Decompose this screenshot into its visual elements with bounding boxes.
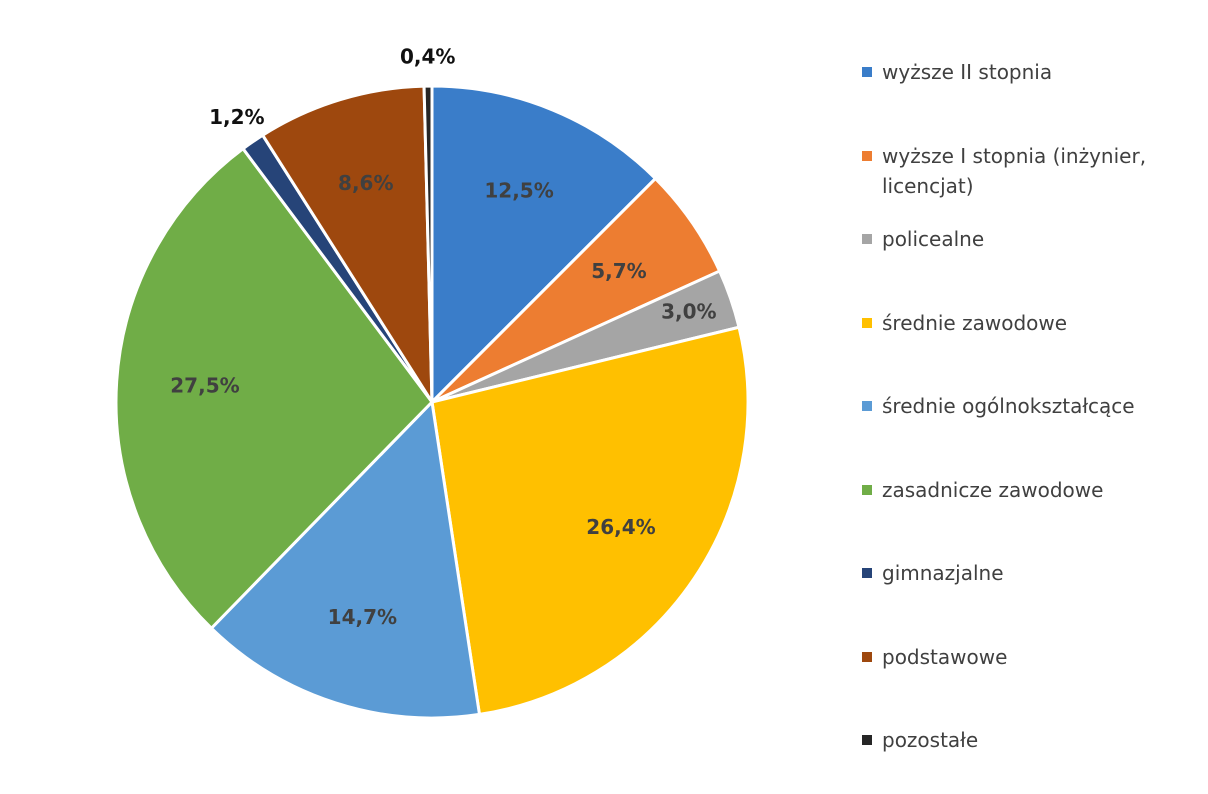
- legend-item: wyższe I stopnia (inżynier, licencjat): [862, 141, 1192, 201]
- legend-item: zasadnicze zawodowe: [862, 475, 1192, 505]
- legend-swatch: [862, 150, 872, 161]
- legend-label: zasadnicze zawodowe: [882, 477, 1104, 502]
- pie-slice: [430, 84, 658, 406]
- pie-slice: [209, 398, 482, 720]
- data-label: 3,0%: [661, 300, 716, 324]
- legend-swatch: [862, 234, 872, 244]
- legend-swatch: [862, 484, 872, 495]
- data-label: 14,7%: [328, 605, 397, 629]
- legend-item: wyższe II stopnia: [862, 57, 1192, 87]
- legend-swatch: [862, 67, 872, 77]
- chart: 12,5% 5,7% 3,0% 26,4% 14,7% 27,5% 1,2% 8,6% 0,4%: [114, 45, 750, 720]
- legend-item: podstawowe: [862, 642, 1192, 672]
- legend-swatch: [862, 651, 872, 662]
- legend-item: policealne: [862, 224, 1192, 254]
- data-label: 26,4%: [586, 515, 655, 539]
- legend-item: gimnazjalne: [862, 558, 1192, 588]
- legend-label: średnie ogólnokształcące: [882, 394, 1135, 418]
- legend-label: gimnazjalne: [882, 561, 1004, 585]
- pie-slice: [430, 325, 750, 717]
- data-label: 27,5%: [170, 374, 239, 398]
- data-label: 12,5%: [484, 178, 553, 202]
- legend-label: wyższe II stopnia: [882, 60, 1053, 84]
- legend-label: wyższe I stopnia (inżynier, licencjat): [882, 143, 1147, 198]
- legend-label: pozostałe: [882, 728, 979, 752]
- legend-item: średnie zawodowe: [862, 308, 1192, 338]
- legend-swatch: [862, 568, 872, 578]
- data-label: 5,7%: [591, 259, 646, 283]
- legend-label: podstawowe: [882, 644, 1008, 669]
- data-label: 0,4%: [400, 45, 455, 69]
- legend-swatch: [862, 735, 872, 745]
- legend-item: pozostałe: [862, 725, 1192, 755]
- legend-swatch: [862, 401, 872, 411]
- data-label: 8,6%: [338, 171, 393, 195]
- pie-slice: [114, 146, 434, 631]
- pie-slice: [422, 84, 434, 403]
- legend-item: średnie ogólnokształcące: [862, 391, 1192, 421]
- legend-label: policealne: [882, 227, 985, 251]
- legend-label: średnie zawodowe: [882, 310, 1068, 335]
- legend-swatch: [862, 317, 872, 328]
- data-label: 1,2%: [209, 105, 264, 129]
- pie-slice: [260, 84, 434, 408]
